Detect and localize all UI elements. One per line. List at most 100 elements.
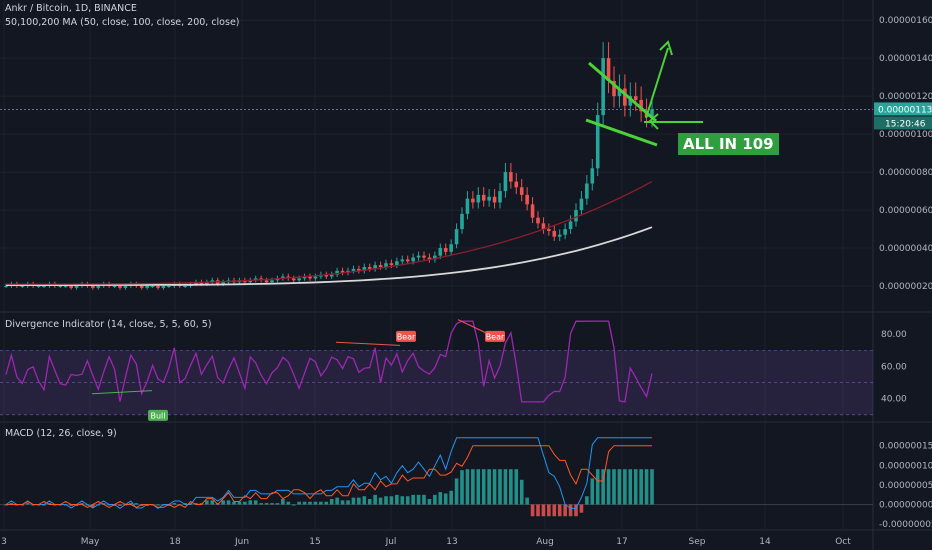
candle <box>4 286 8 288</box>
macd-histogram-bar <box>536 504 540 517</box>
macd-histogram-bar <box>47 503 52 505</box>
candle <box>601 58 605 116</box>
bear-label: Bear <box>397 332 416 341</box>
x-tick-label: Jul <box>385 537 397 547</box>
candle <box>367 267 372 269</box>
candle <box>460 213 464 230</box>
candle <box>519 187 524 195</box>
bull-divergence-line <box>91 390 153 395</box>
macd-histogram-bar <box>460 470 464 505</box>
ma-200-line <box>6 226 653 286</box>
candle <box>422 255 426 258</box>
y-tick-label: 0.00000140 <box>879 54 932 64</box>
y-tick-label: 0.00000100 <box>879 130 932 140</box>
candle <box>492 196 497 203</box>
candle <box>221 282 225 285</box>
macd-histogram-bar <box>145 504 149 506</box>
candle <box>69 286 73 288</box>
countdown-bg <box>874 116 932 130</box>
candle <box>264 280 269 283</box>
macd-title: MACD (12, 26, close, 9) <box>5 428 117 439</box>
macd-histogram-bar <box>503 469 508 505</box>
macd-histogram-bar <box>552 504 557 517</box>
macd-line <box>5 437 652 510</box>
candle <box>395 261 399 266</box>
candle <box>427 257 432 260</box>
rsi-line <box>5 320 653 403</box>
macd-histogram-bar <box>563 504 567 517</box>
macd-histogram-bar <box>405 496 410 505</box>
macd-histogram-bar <box>69 504 73 506</box>
x-tick-label: 13 <box>446 537 457 547</box>
macd-histogram-bar <box>601 469 605 505</box>
macd-histogram-bar <box>91 504 95 508</box>
macd-tick-label: -0.00000005 <box>879 520 932 530</box>
y-tick-label: 0.00000080 <box>879 168 932 178</box>
macd-histogram-bar <box>313 501 318 505</box>
candle <box>411 257 415 262</box>
candle <box>433 255 437 260</box>
macd-histogram-bar <box>541 504 546 517</box>
macd-histogram-bar <box>74 504 79 506</box>
candle <box>557 234 562 237</box>
macd-histogram-bar <box>395 494 399 505</box>
macd-histogram-bar <box>134 503 139 505</box>
moving-average-lines <box>6 181 653 286</box>
macd-histogram-bar <box>427 498 432 505</box>
candle <box>639 99 643 112</box>
candle <box>449 244 453 252</box>
candle <box>574 210 578 222</box>
macd-histogram-bar <box>411 494 415 505</box>
macd-histogram-bar <box>606 469 611 505</box>
candle <box>536 217 540 224</box>
macd-histogram-bar <box>167 504 171 506</box>
candle <box>156 286 160 288</box>
macd-histogram-bar <box>454 478 459 505</box>
bear-label-bg <box>485 330 505 342</box>
macd-histogram-bar <box>129 503 133 505</box>
candle <box>568 221 573 230</box>
macd-histogram-bar <box>623 469 627 505</box>
macd-histogram-bar <box>590 478 595 505</box>
y-tick-label: 0.00000120 <box>879 92 932 102</box>
ma-100-line <box>6 181 653 285</box>
candle <box>161 286 166 288</box>
candle <box>389 263 394 266</box>
macd-tick-label: 0.00000000 <box>879 500 932 510</box>
macd-histogram-bar <box>101 503 106 505</box>
macd-histogram-bar <box>547 504 551 517</box>
candle <box>503 172 508 192</box>
candle <box>552 230 557 237</box>
macd-histogram-bar <box>509 469 513 505</box>
macd-histogram-bar <box>579 504 584 513</box>
candle <box>281 276 285 279</box>
candle <box>291 278 296 281</box>
macd-histogram-bar <box>226 500 231 505</box>
macd-histogram-bar <box>498 469 502 505</box>
macd-histogram-bar <box>259 503 263 505</box>
macd-histogram-bar <box>650 469 654 505</box>
x-tick-label: May <box>81 537 100 547</box>
macd-histogram-bar <box>80 503 84 505</box>
x-tick-label: Aug <box>536 537 554 547</box>
macd-histogram-bar <box>595 469 600 505</box>
bull-label-bg <box>148 409 168 421</box>
macd-histogram-bar <box>465 469 470 505</box>
macd-histogram-bar <box>492 469 497 505</box>
macd-histogram-bar <box>221 500 225 505</box>
x-tick-label: 15 <box>309 537 320 547</box>
bear-divergence-line <box>335 341 401 346</box>
candle <box>405 259 410 262</box>
candle <box>509 172 513 182</box>
candle <box>465 198 470 214</box>
candle <box>194 282 198 285</box>
macd-histogram-bar <box>329 498 334 505</box>
macd-tick-label: 0.00000015 <box>879 442 932 452</box>
x-tick-label: 14 <box>759 537 771 547</box>
candle <box>335 270 339 275</box>
y-tick-label: 0.00000160 <box>879 16 932 26</box>
macd-histogram-bar <box>443 493 448 505</box>
bear-label: Bear <box>486 332 505 341</box>
candle <box>74 286 79 288</box>
